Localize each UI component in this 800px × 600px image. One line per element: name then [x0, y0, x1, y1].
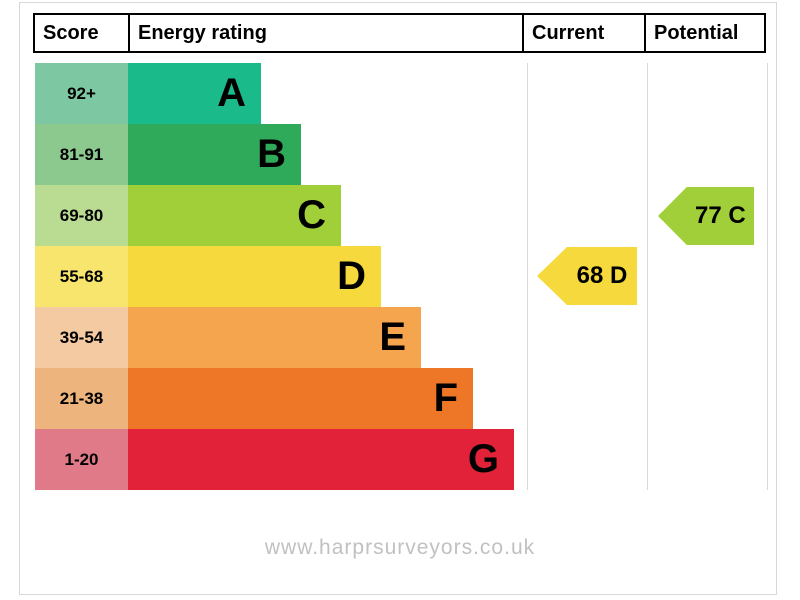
watermark: www.harprsurveyors.co.uk	[264, 536, 536, 559]
band-row-d: 55-68 D	[35, 246, 381, 307]
band-score-cell: 69-80	[35, 185, 128, 246]
header-cell-current: Current	[524, 15, 646, 51]
column-divider-current-potential	[647, 63, 648, 490]
header-cell-score: Score	[35, 15, 130, 51]
band-score-cell: 55-68	[35, 246, 128, 307]
header-cell-potential: Potential	[654, 21, 739, 44]
band-row-f: 21-38 F	[35, 368, 473, 429]
outer-frame	[19, 2, 777, 595]
band-bar: A	[128, 63, 261, 124]
band-score-cell: 92+	[35, 63, 128, 124]
band-bar: C	[128, 185, 341, 246]
band-row-b: 81-91 B	[35, 124, 301, 185]
column-divider-potential-right	[767, 63, 768, 490]
band-score-cell: 39-54	[35, 307, 128, 368]
band-bar: B	[128, 124, 301, 185]
band-row-g: 1-20 G	[35, 429, 514, 490]
band-score-cell: 1-20	[35, 429, 128, 490]
band-bar: D	[128, 246, 381, 307]
band-bar: F	[128, 368, 473, 429]
band-row-c: 69-80 C	[35, 185, 341, 246]
band-bar: G	[128, 429, 514, 490]
band-score-cell: 21-38	[35, 368, 128, 429]
header-row: Score Energy rating Current Potential	[33, 13, 766, 53]
band-row-e: 39-54 E	[35, 307, 421, 368]
header-cell-energy-rating: Energy rating	[130, 15, 524, 51]
potential-rating-label: 77 C	[695, 202, 746, 229]
band-score-cell: 81-91	[35, 124, 128, 185]
column-divider-current-left	[527, 63, 528, 490]
band-bar: E	[128, 307, 421, 368]
band-row-a: 92+ A	[35, 63, 261, 124]
current-rating-label: 68 D	[576, 262, 628, 289]
